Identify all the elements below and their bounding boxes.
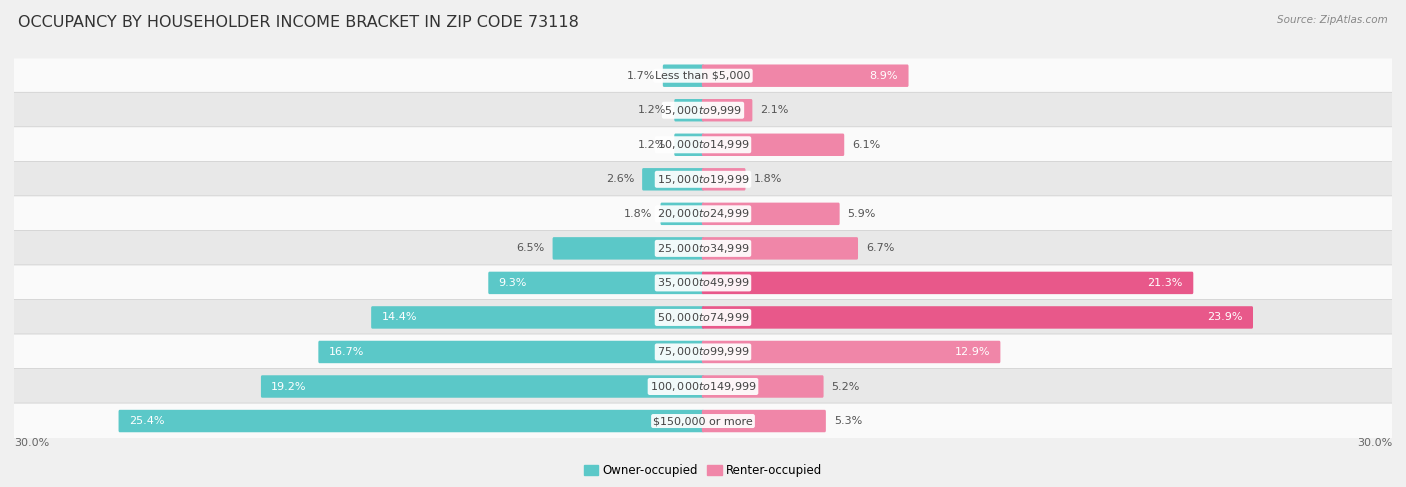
FancyBboxPatch shape bbox=[14, 369, 1392, 405]
FancyBboxPatch shape bbox=[643, 168, 704, 190]
FancyBboxPatch shape bbox=[14, 92, 1392, 128]
FancyBboxPatch shape bbox=[262, 375, 704, 398]
Text: Source: ZipAtlas.com: Source: ZipAtlas.com bbox=[1277, 15, 1388, 25]
FancyBboxPatch shape bbox=[702, 168, 745, 190]
FancyBboxPatch shape bbox=[702, 64, 908, 87]
FancyBboxPatch shape bbox=[702, 99, 752, 121]
FancyBboxPatch shape bbox=[14, 334, 1392, 370]
Text: 30.0%: 30.0% bbox=[14, 438, 49, 449]
FancyBboxPatch shape bbox=[675, 133, 704, 156]
FancyBboxPatch shape bbox=[661, 203, 704, 225]
FancyBboxPatch shape bbox=[371, 306, 704, 329]
FancyBboxPatch shape bbox=[14, 265, 1392, 301]
FancyBboxPatch shape bbox=[553, 237, 704, 260]
FancyBboxPatch shape bbox=[14, 196, 1392, 232]
Text: $35,000 to $49,999: $35,000 to $49,999 bbox=[657, 277, 749, 289]
Text: 12.9%: 12.9% bbox=[955, 347, 990, 357]
FancyBboxPatch shape bbox=[675, 99, 704, 121]
FancyBboxPatch shape bbox=[702, 410, 825, 432]
Text: 19.2%: 19.2% bbox=[271, 381, 307, 392]
FancyBboxPatch shape bbox=[14, 161, 1392, 197]
FancyBboxPatch shape bbox=[318, 341, 704, 363]
Text: $150,000 or more: $150,000 or more bbox=[654, 416, 752, 426]
Text: $25,000 to $34,999: $25,000 to $34,999 bbox=[657, 242, 749, 255]
FancyBboxPatch shape bbox=[14, 300, 1392, 336]
FancyBboxPatch shape bbox=[14, 58, 1392, 94]
Text: 6.1%: 6.1% bbox=[852, 140, 880, 150]
FancyBboxPatch shape bbox=[14, 403, 1392, 439]
Text: 5.3%: 5.3% bbox=[834, 416, 862, 426]
Text: $5,000 to $9,999: $5,000 to $9,999 bbox=[664, 104, 742, 117]
Text: $10,000 to $14,999: $10,000 to $14,999 bbox=[657, 138, 749, 151]
FancyBboxPatch shape bbox=[488, 272, 704, 294]
Text: OCCUPANCY BY HOUSEHOLDER INCOME BRACKET IN ZIP CODE 73118: OCCUPANCY BY HOUSEHOLDER INCOME BRACKET … bbox=[18, 15, 579, 30]
FancyBboxPatch shape bbox=[702, 133, 844, 156]
Text: 21.3%: 21.3% bbox=[1147, 278, 1182, 288]
Text: 1.7%: 1.7% bbox=[627, 71, 655, 81]
FancyBboxPatch shape bbox=[118, 410, 704, 432]
Text: 14.4%: 14.4% bbox=[381, 313, 418, 322]
Text: 8.9%: 8.9% bbox=[870, 71, 898, 81]
Text: 25.4%: 25.4% bbox=[129, 416, 165, 426]
Text: 1.2%: 1.2% bbox=[638, 105, 666, 115]
FancyBboxPatch shape bbox=[702, 237, 858, 260]
FancyBboxPatch shape bbox=[702, 306, 1253, 329]
Text: 16.7%: 16.7% bbox=[329, 347, 364, 357]
Text: 6.7%: 6.7% bbox=[866, 244, 894, 253]
Text: 1.8%: 1.8% bbox=[754, 174, 782, 184]
Text: $20,000 to $24,999: $20,000 to $24,999 bbox=[657, 207, 749, 220]
Text: $75,000 to $99,999: $75,000 to $99,999 bbox=[657, 345, 749, 358]
Text: Less than $5,000: Less than $5,000 bbox=[655, 71, 751, 81]
FancyBboxPatch shape bbox=[662, 64, 704, 87]
FancyBboxPatch shape bbox=[702, 341, 1001, 363]
Text: $100,000 to $149,999: $100,000 to $149,999 bbox=[650, 380, 756, 393]
FancyBboxPatch shape bbox=[702, 375, 824, 398]
FancyBboxPatch shape bbox=[702, 203, 839, 225]
Text: 9.3%: 9.3% bbox=[499, 278, 527, 288]
FancyBboxPatch shape bbox=[702, 272, 1194, 294]
Text: 30.0%: 30.0% bbox=[1357, 438, 1392, 449]
FancyBboxPatch shape bbox=[14, 230, 1392, 266]
Text: 2.6%: 2.6% bbox=[606, 174, 634, 184]
Text: 5.9%: 5.9% bbox=[848, 209, 876, 219]
Text: 1.8%: 1.8% bbox=[624, 209, 652, 219]
Text: $50,000 to $74,999: $50,000 to $74,999 bbox=[657, 311, 749, 324]
FancyBboxPatch shape bbox=[14, 127, 1392, 163]
Legend: Owner-occupied, Renter-occupied: Owner-occupied, Renter-occupied bbox=[579, 459, 827, 482]
Text: 6.5%: 6.5% bbox=[516, 244, 544, 253]
Text: 5.2%: 5.2% bbox=[831, 381, 860, 392]
Text: 23.9%: 23.9% bbox=[1208, 313, 1243, 322]
Text: $15,000 to $19,999: $15,000 to $19,999 bbox=[657, 173, 749, 186]
Text: 1.2%: 1.2% bbox=[638, 140, 666, 150]
Text: 2.1%: 2.1% bbox=[761, 105, 789, 115]
